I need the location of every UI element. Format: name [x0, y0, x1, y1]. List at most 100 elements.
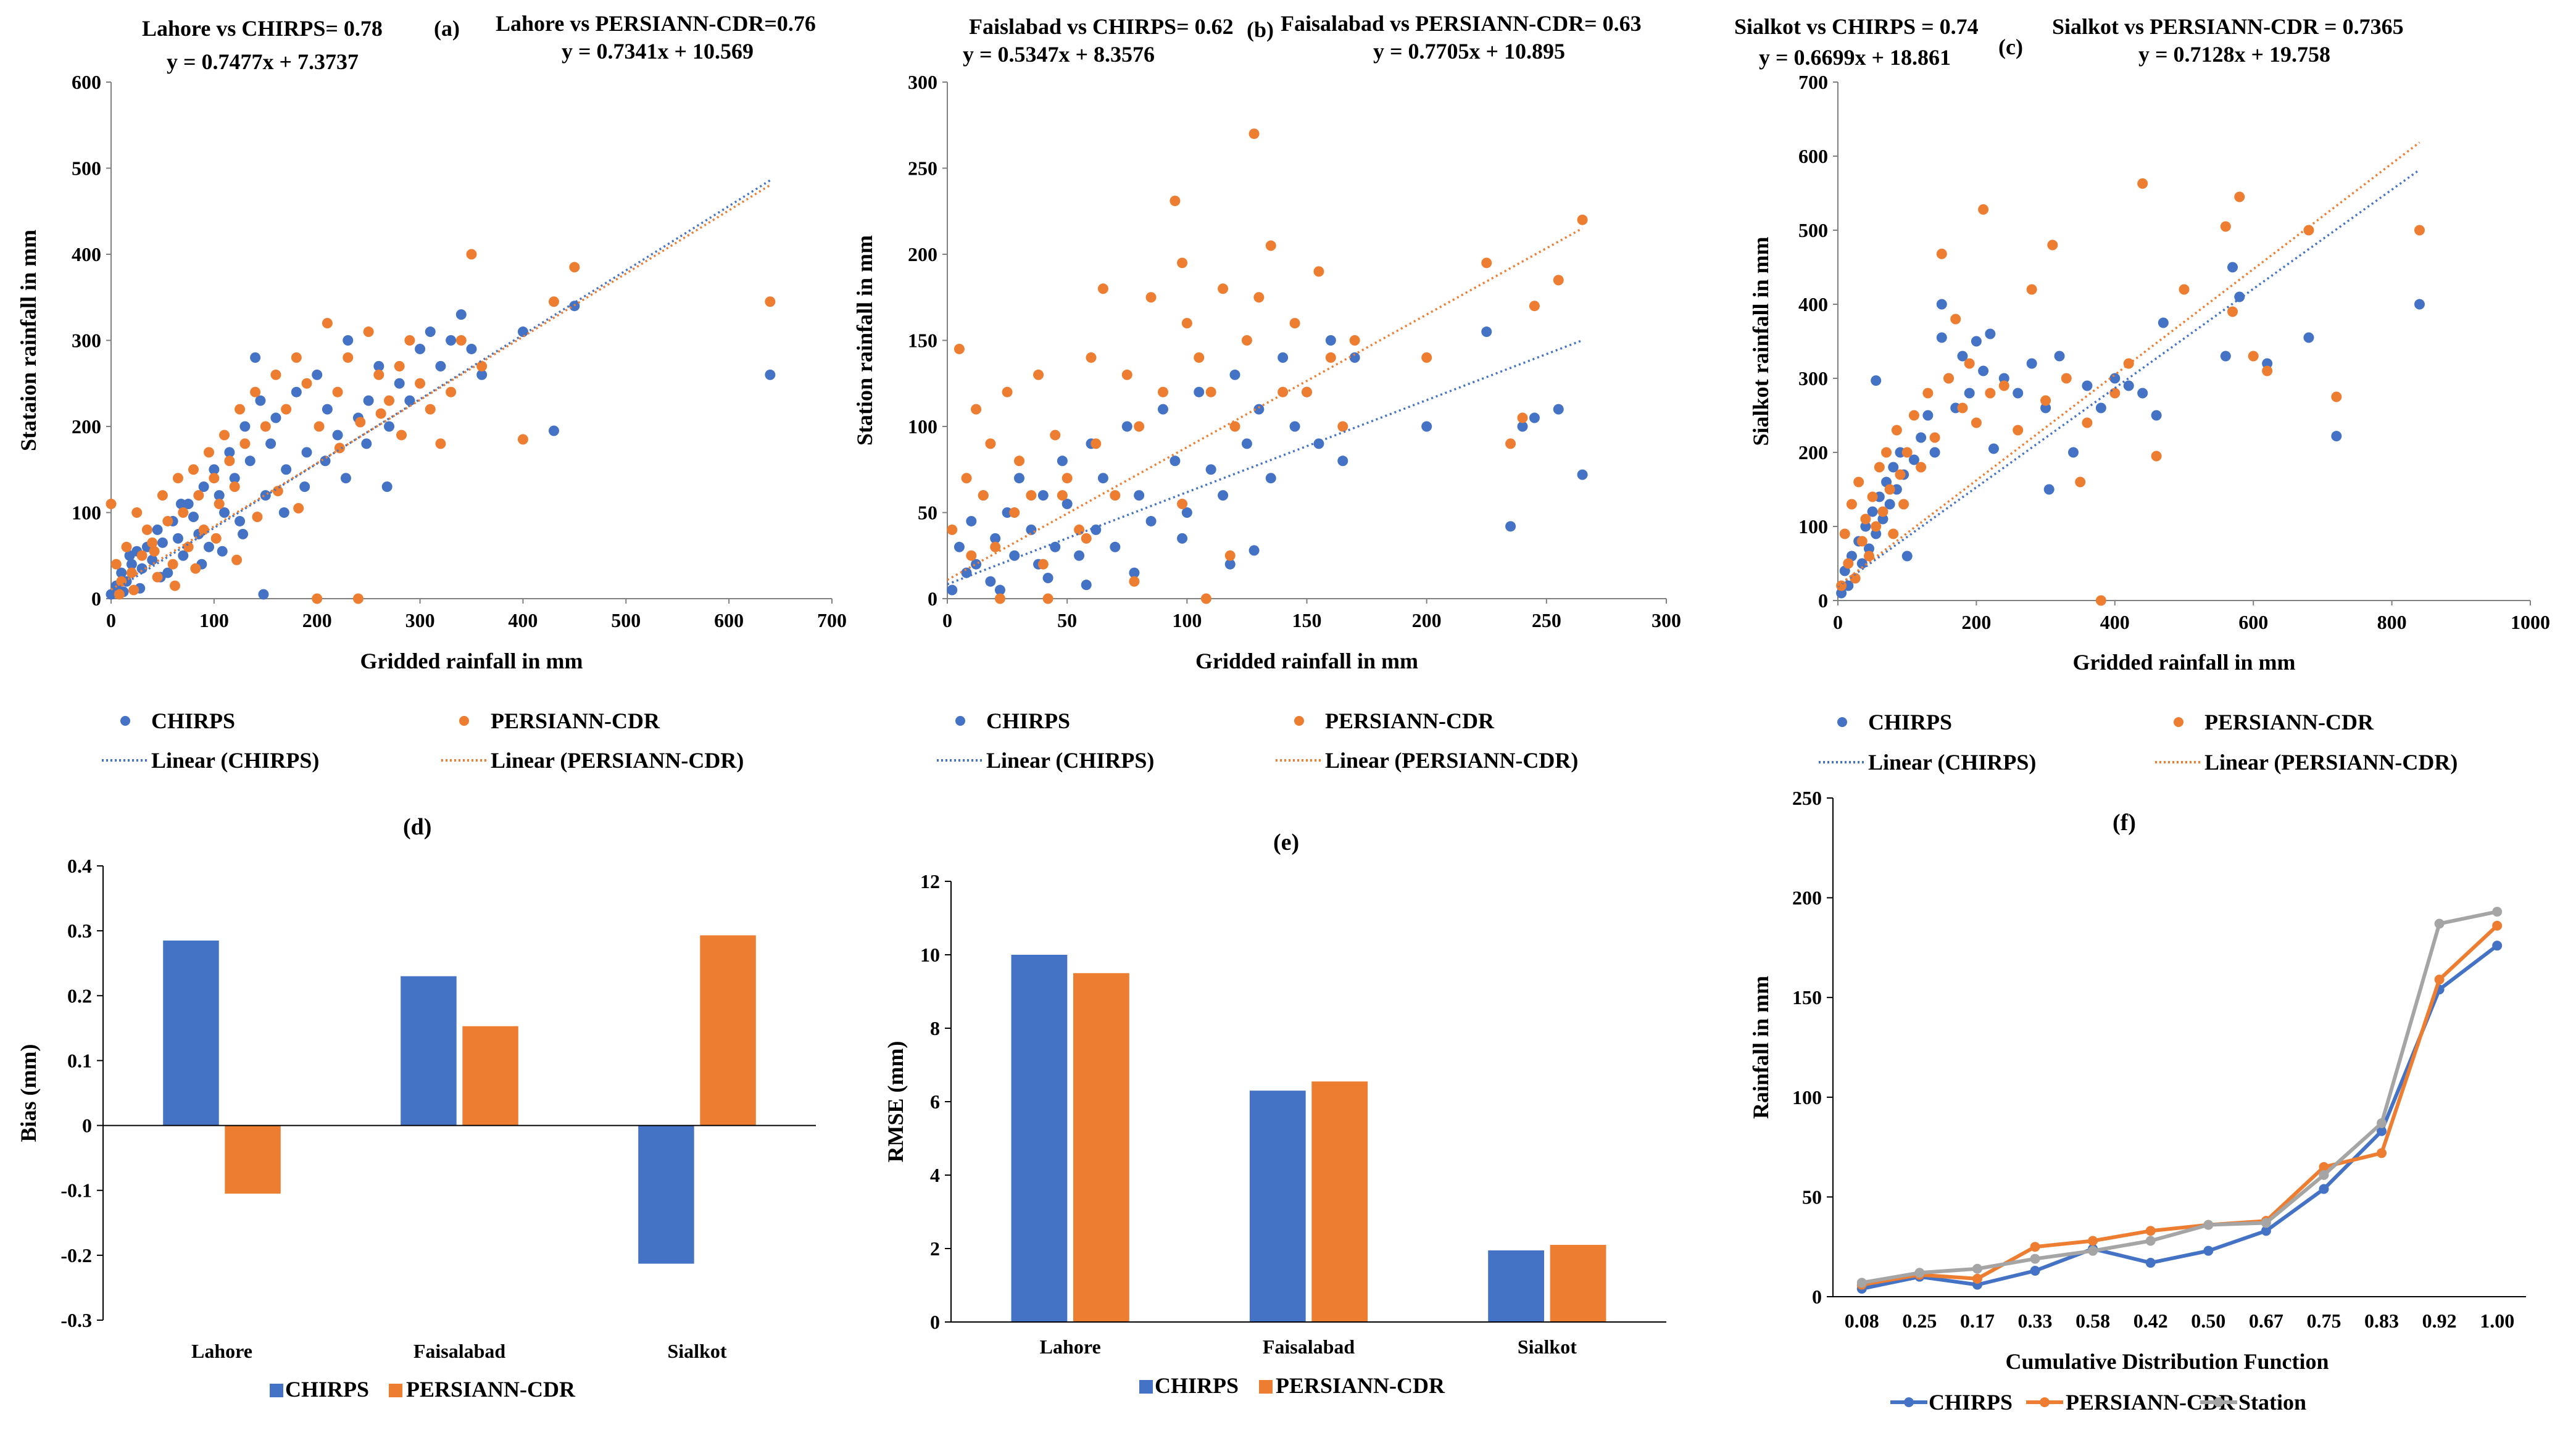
- panel-a-point-chirps: [291, 386, 302, 397]
- panel-c-point-persiann-cdr: [2082, 417, 2093, 428]
- panel-a-point-chirps: [175, 499, 186, 510]
- panel-b-point-persiann-cdr: [1302, 386, 1312, 397]
- panel-a-y-tick-label: 500: [72, 157, 101, 180]
- panel-f-marker-chirps: [2030, 1265, 2040, 1276]
- legend-b-chirps-marker: [955, 716, 965, 726]
- legend-a-linear-chirps-label: Linear (CHIRPS): [151, 748, 319, 773]
- panel-a-trendline-chirps: [110, 179, 771, 594]
- panel-a-y-tick-label: 200: [72, 415, 101, 438]
- panel-a-point-chirps: [198, 481, 209, 493]
- panel-c-point-persiann-cdr: [1874, 462, 1885, 473]
- panel-c-point-chirps: [1867, 506, 1878, 517]
- panel-a-point-persiann-cdr: [322, 318, 333, 329]
- panel-c-y-tick-label: 100: [1798, 515, 1828, 538]
- panel-c-point-persiann-cdr: [2151, 451, 2162, 462]
- panel-c-point-chirps: [1836, 588, 1847, 599]
- panel-c-point-chirps: [1901, 551, 1913, 562]
- panel-b-point-chirps: [1134, 490, 1145, 501]
- panel-a-point-chirps: [361, 438, 372, 449]
- legend-f: CHIRPS PERSIANN-CDR Station: [1890, 1390, 2306, 1415]
- legend-e-persiann-swatch: [1259, 1380, 1273, 1394]
- panel-a-point-persiann-cdr: [384, 395, 395, 406]
- panel-a-point-persiann-cdr: [252, 511, 263, 522]
- legend-c-chirps-marker: [1837, 717, 1847, 727]
- panel-c-point-persiann-cdr: [1891, 425, 1902, 436]
- panel-a-point-chirps: [106, 589, 117, 600]
- panel-c-point-persiann-cdr: [2234, 191, 2245, 202]
- panel-b-point-persiann-cdr: [1009, 507, 1020, 518]
- panel-a-point-chirps: [312, 369, 323, 380]
- panel-f-x-tick-label: 0.33: [2018, 1310, 2053, 1332]
- panel-c-point-persiann-cdr: [2248, 351, 2259, 362]
- panel-a-x-tick-label: 600: [714, 609, 744, 631]
- panel-b-y-tick-label: 150: [908, 330, 937, 352]
- panel-a-point-persiann-cdr: [204, 447, 215, 458]
- panel-c-point-chirps: [2331, 431, 2342, 442]
- panel-c-point-chirps: [2262, 358, 2273, 369]
- panel-a-point-chirps: [172, 533, 183, 544]
- panel-b-point-chirps: [1002, 507, 1013, 518]
- panel-c-x-tick-label: 400: [2100, 611, 2130, 633]
- panel-c-point-persiann-cdr: [2227, 306, 2238, 317]
- panel-e-y-tick-label: 4: [930, 1164, 940, 1186]
- panel-e-category-label: Lahore: [1040, 1336, 1101, 1358]
- panel-a-point-persiann-cdr: [229, 481, 240, 493]
- legend-c-persiann-marker: [2174, 717, 2183, 727]
- panel-b-point-persiann-cdr: [1529, 301, 1540, 312]
- panel-c-y-tick-label: 600: [1798, 145, 1828, 167]
- panel-a-point-persiann-cdr: [466, 249, 477, 260]
- panel-c-point-persiann-cdr: [2303, 225, 2314, 236]
- panel-c-point-chirps: [1884, 499, 1895, 510]
- panel-a-point-persiann-cdr: [167, 559, 178, 570]
- panel-a-point-chirps: [517, 326, 528, 338]
- panel-b-point-persiann-cdr: [1037, 559, 1049, 570]
- panel-a-point-chirps: [278, 507, 289, 518]
- panel-a-point-persiann-cdr: [169, 580, 180, 591]
- panel-f-y-tick-label: 150: [1792, 986, 1822, 1008]
- legend-e: CHIRPS PERSIANN-CDR: [1139, 1373, 1445, 1398]
- panel-d-bar-chirps-sialkot: [638, 1125, 694, 1264]
- panel-b-point-persiann-cdr: [1253, 292, 1265, 303]
- panel-b-point-chirps: [1121, 421, 1132, 432]
- panel-a-point-chirps: [270, 412, 281, 423]
- panel-a-point-persiann-cdr: [569, 262, 580, 273]
- panel-c-point-chirps: [2040, 402, 2051, 414]
- panel-c-point-persiann-cdr: [1863, 551, 1874, 562]
- panel-c-point-persiann-cdr: [1957, 402, 1968, 414]
- panel-f-marker-persiann-cdr: [2492, 920, 2503, 931]
- panel-b-point-persiann-cdr: [1145, 292, 1157, 303]
- panel-b-point-persiann-cdr: [1349, 335, 1360, 346]
- panel-b-x-tick-label: 50: [1057, 609, 1077, 631]
- panel-b-point-chirps: [1009, 550, 1020, 561]
- panel-b-point-chirps: [1289, 421, 1300, 432]
- panel-b-point-persiann-cdr: [1134, 421, 1145, 432]
- panel-a-point-persiann-cdr: [157, 490, 168, 501]
- panel-f-marker-persiann-cdr: [2145, 1226, 2156, 1236]
- panel-a-point-persiann-cdr: [415, 378, 426, 389]
- panel-a-point-chirps: [381, 481, 393, 493]
- panel-b-point-persiann-cdr: [1218, 283, 1229, 294]
- panel-b-point-chirps: [1205, 464, 1216, 475]
- panel-c-point-persiann-cdr: [1950, 314, 1961, 325]
- panel-a-corr-chirps: Lahore vs CHIRPS= 0.78: [142, 16, 383, 41]
- panel-b-point-persiann-cdr: [1026, 490, 1037, 501]
- panel-b-point-chirps: [1110, 541, 1121, 552]
- panel-a-point-chirps: [209, 464, 220, 475]
- panel-b-y-tick-label: 0: [928, 588, 937, 610]
- panel-c-point-chirps: [1978, 365, 1989, 376]
- panel-c-point-persiann-cdr: [1843, 558, 1854, 569]
- panel-c-point-persiann-cdr: [1936, 248, 1947, 259]
- panel-a-point-chirps: [343, 335, 354, 346]
- panel-c-point-persiann-cdr: [2262, 365, 2273, 376]
- panel-b-point-chirps: [1229, 369, 1240, 380]
- panel-a-point-persiann-cdr: [141, 524, 152, 535]
- panel-b-x-tick-label: 250: [1532, 609, 1561, 631]
- panel-b-y-axis-label: Station rainfall in mm: [852, 235, 877, 446]
- panel-c-corr-chirps: Sialkot vs CHIRPS = 0.74: [1734, 14, 1979, 39]
- panel-a-point-chirps: [384, 421, 395, 432]
- panel-a-point-persiann-cdr: [235, 404, 246, 415]
- panel-b-point-chirps: [1158, 404, 1168, 415]
- panel-a-point-persiann-cdr: [121, 541, 132, 552]
- panel-a-point-chirps: [124, 550, 135, 561]
